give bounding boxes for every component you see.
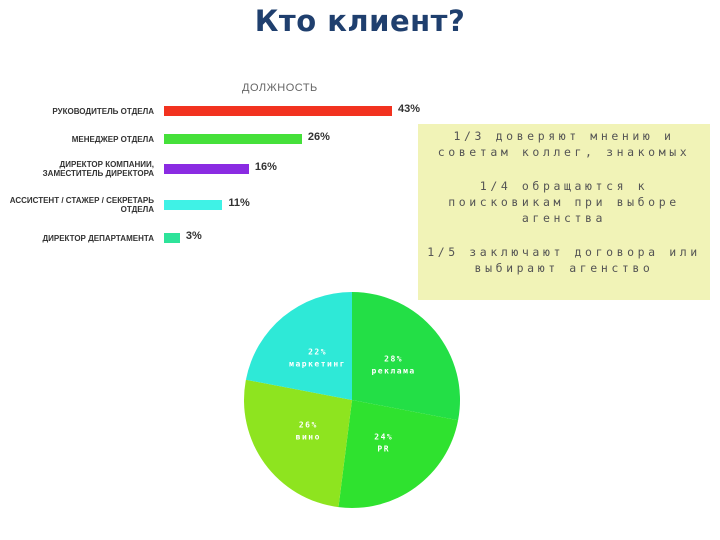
- bar-row: АССИСТЕНТ / СТАЖЕР / СЕКРЕТАРЬ ОТДЕЛА 11%: [0, 193, 720, 217]
- pie-slice: [244, 379, 352, 508]
- bar: [164, 134, 302, 144]
- bar-category-label: ДИРЕКТОР ДЕПАРТАМЕНТА: [42, 233, 154, 243]
- bar-value-label: 26%: [307, 131, 330, 143]
- pie-percent-label: 26%: [299, 421, 318, 430]
- bar-chart-title: ДОЛЖНОСТЬ: [242, 82, 318, 94]
- bar-category-label: РУКОВОДИТЕЛЬ ОТДЕЛА: [52, 106, 154, 116]
- pie-slice: [245, 292, 352, 400]
- bar-row: ДИРЕКТОР ДЕПАРТАМЕНТА 3%: [0, 226, 720, 250]
- bar: [164, 233, 180, 243]
- bar: [164, 200, 223, 210]
- bar-row: МЕНЕДЖЕР ОТДЕЛА 26%: [0, 127, 720, 151]
- info-line: 1/3 доверяют мнению и советам коллег, зн…: [437, 129, 691, 159]
- info-box: 1/3 доверяют мнению и советам коллег, зн…: [418, 124, 710, 300]
- bar-category-label: АССИСТЕНТ / СТАЖЕР / СЕКРЕТАРЬ ОТДЕЛА: [9, 196, 154, 214]
- pie-slice-name: реклама: [371, 367, 415, 376]
- pie-slice: [352, 292, 460, 421]
- pie-slice-name: PR: [377, 445, 390, 454]
- bar-value-label: 11%: [228, 197, 250, 209]
- info-line: 1/4 обращаются к поисковикам при выборе …: [448, 179, 680, 225]
- source-pie-chart: 28% реклама 24% PR 26% вино 22% маркетинг: [240, 288, 464, 517]
- page-title: Кто клиент?: [254, 4, 466, 38]
- bar-category-label: МЕНЕДЖЕР ОТДЕЛА: [71, 134, 154, 144]
- pie-slice-name: вино: [296, 433, 321, 442]
- info-line: 1/5 заключают договора или выбирают аген…: [427, 245, 701, 275]
- pie-percent-label: 24%: [374, 433, 393, 442]
- bar: [164, 106, 392, 116]
- pie-slice: [338, 400, 459, 508]
- bar-category-label: ДИРЕКТОР КОМПАНИИ, ЗАМЕСТИТЕЛЬ ДИРЕКТОРА: [42, 160, 154, 178]
- bar-value-label: 3%: [185, 230, 202, 242]
- bar-row: ДИРЕКТОР КОМПАНИИ, ЗАМЕСТИТЕЛЬ ДИРЕКТОРА…: [0, 157, 720, 181]
- pie-svg: 28% реклама 24% PR 26% вино 22% маркетинг: [244, 292, 460, 508]
- bar-value-label: 43%: [398, 103, 421, 115]
- bar-row: РУКОВОДИТЕЛЬ ОТДЕЛА 43%: [0, 99, 720, 123]
- pie-percent-label: 28%: [384, 355, 403, 364]
- pie-slice-name: маркетинг: [289, 359, 346, 368]
- pie-percent-label: 22%: [308, 347, 327, 356]
- bar: [164, 164, 249, 174]
- bar-value-label: 16%: [254, 161, 277, 173]
